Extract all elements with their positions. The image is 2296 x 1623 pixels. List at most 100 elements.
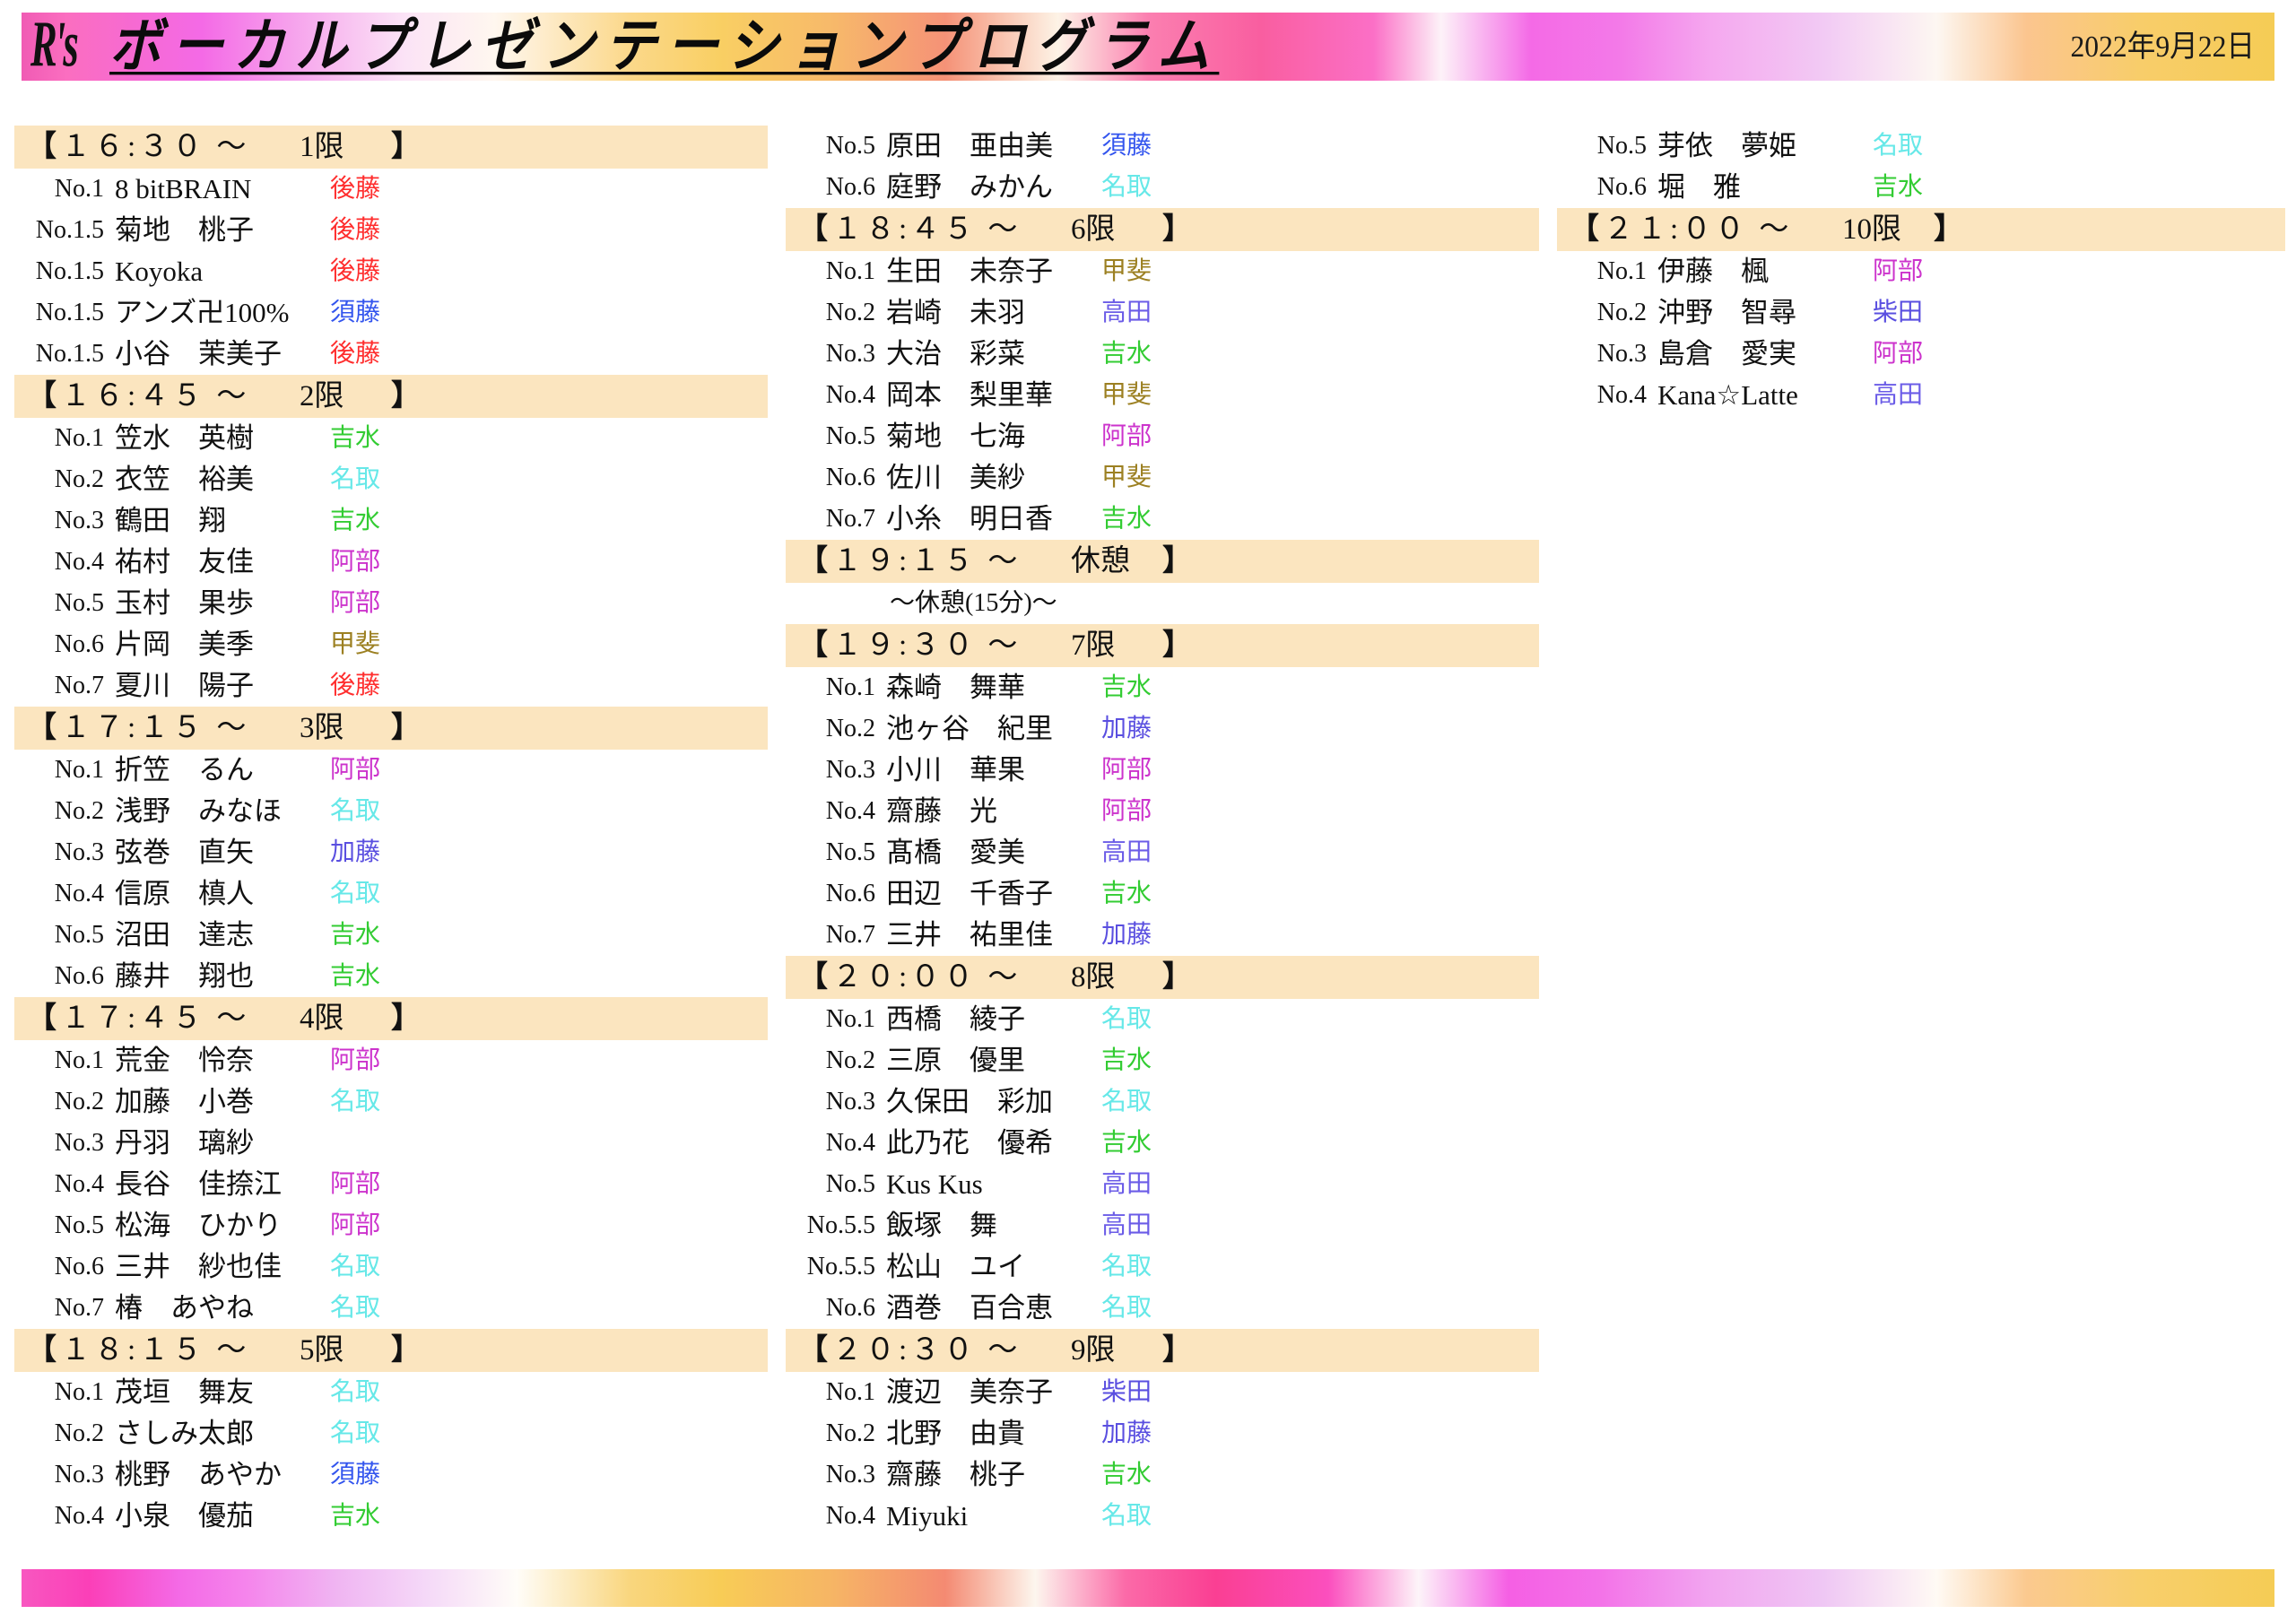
program-entry-row[interactable]: No.1.5 菊地 桃子 後藤 <box>14 210 768 251</box>
entry-number: No.7 <box>54 1294 104 1322</box>
program-entry-row[interactable]: No.4 此乃花 優希 吉水 <box>786 1123 1539 1164</box>
section-time: １８:１５ ～ <box>61 1334 250 1367</box>
entry-number: No.3 <box>54 507 104 534</box>
entry-number: No.4 <box>54 880 104 907</box>
program-entry-row[interactable]: No.2 浅野 みなほ 名取 <box>14 791 768 832</box>
program-entry-row[interactable]: No.1 伊藤 楓 阿部 <box>1557 251 2285 292</box>
section-period: 8限 <box>1071 961 1116 994</box>
section-header[interactable]: 【１８:１５ ～ 5限 】 <box>14 1329 768 1372</box>
instructor-name: 名取 <box>330 465 381 493</box>
program-entry-row[interactable]: No.5 松海 ひかり 阿部 <box>14 1205 768 1246</box>
program-entry-row[interactable]: No.5 菊地 七海 阿部 <box>786 416 1539 457</box>
program-entry-row[interactable]: No.4 Kana☆Latte 高田 <box>1557 375 2285 416</box>
program-entry-row[interactable]: No.1 笠水 英樹 吉水 <box>14 418 768 459</box>
performer-name: 久保田 彩加 <box>886 1086 1053 1117</box>
program-entry-row[interactable]: No.1 折笠 るん 阿部 <box>14 750 768 791</box>
program-entry-row[interactable]: No.1 荒金 怜奈 阿部 <box>14 1040 768 1081</box>
program-entry-row[interactable]: No.3 鶴田 翔 吉水 <box>14 500 768 542</box>
program-entry-row[interactable]: No.5 Kus Kus 高田 <box>786 1164 1539 1205</box>
program-entry-row[interactable]: No.6 三井 紗也佳 名取 <box>14 1246 768 1288</box>
entry-number: No.5 <box>825 1170 875 1198</box>
program-entry-row[interactable]: No.6 片岡 美季 甲斐 <box>14 624 768 665</box>
section-header[interactable]: 【２０:００ ～ 8限 】 <box>786 956 1539 999</box>
bracket-left: 【 <box>1570 213 1599 246</box>
instructor-name: 吉水 <box>1101 1461 1152 1488</box>
program-entry-row[interactable]: No.2 岩崎 未羽 高田 <box>786 292 1539 334</box>
program-entry-row[interactable]: No.3 弦巻 直矢 加藤 <box>14 832 768 873</box>
instructor-name: 甲斐 <box>1101 464 1152 491</box>
program-entry-row[interactable]: No.7 椿 あやね 名取 <box>14 1288 768 1329</box>
program-entry-row[interactable]: No.3 丹羽 璃紗 <box>14 1123 768 1164</box>
performer-name: 長谷 佳捺江 <box>115 1168 282 1200</box>
section-header[interactable]: 【１７:１５ ～ 3限 】 <box>14 707 768 750</box>
entry-number: No.2 <box>54 1088 104 1115</box>
program-entry-row[interactable]: No.6 堀 雅 吉水 <box>1557 167 2285 208</box>
program-entry-row[interactable]: No.2 池ヶ谷 紀里 加藤 <box>786 708 1539 750</box>
performer-name: 生田 未奈子 <box>886 256 1053 287</box>
bracket-left: 【 <box>27 1002 57 1035</box>
program-entry-row[interactable]: No.7 三井 祐里佳 加藤 <box>786 915 1539 956</box>
instructor-name: 甲斐 <box>1101 257 1152 285</box>
program-entry-row[interactable]: No.1 渡辺 美奈子 柴田 <box>786 1372 1539 1413</box>
section-header[interactable]: 【１９:１５ ～ 休憩】 <box>786 540 1539 583</box>
program-entry-row[interactable]: No.1.5 Koyoka 後藤 <box>14 251 768 292</box>
instructor-name: 吉水 <box>1101 1046 1152 1074</box>
program-entry-row[interactable]: No.4 小泉 優茄 吉水 <box>14 1496 768 1537</box>
program-entry-row[interactable]: No.4 齋藤 光 阿部 <box>786 791 1539 832</box>
program-entry-row[interactable]: No.3 齋藤 桃子 吉水 <box>786 1454 1539 1496</box>
performer-name: 岩崎 未羽 <box>886 297 1025 328</box>
section-header[interactable]: 【２０:３０ ～ 9限 】 <box>786 1329 1539 1372</box>
program-entry-row[interactable]: No.3 小川 華果 阿部 <box>786 750 1539 791</box>
program-entry-row[interactable]: No.6 藤井 翔也 吉水 <box>14 956 768 997</box>
section-header[interactable]: 【１７:４５ ～ 4限 】 <box>14 997 768 1040</box>
program-entry-row[interactable]: No.5 玉村 果歩 阿部 <box>14 583 768 624</box>
performer-name: 庭野 みかん <box>886 171 1053 203</box>
program-entry-row[interactable]: No.1 生田 未奈子 甲斐 <box>786 251 1539 292</box>
program-entry-row[interactable]: No.1.5 アンズ卍100% 須藤 <box>14 292 768 334</box>
program-entry-row[interactable]: No.2 沖野 智尋 柴田 <box>1557 292 2285 334</box>
program-entry-row[interactable]: No.2 北野 由貴 加藤 <box>786 1413 1539 1454</box>
program-entry-row[interactable]: No.6 庭野 みかん 名取 <box>786 167 1539 208</box>
program-entry-row[interactable]: No.3 大治 彩菜 吉水 <box>786 334 1539 375</box>
program-entry-row[interactable]: No.2 加藤 小巻 名取 <box>14 1081 768 1123</box>
bracket-left: 【 <box>798 213 828 246</box>
program-entry-row[interactable]: No.2 衣笠 裕美 名取 <box>14 459 768 500</box>
program-entry-row[interactable]: No.6 酒巻 百合恵 名取 <box>786 1288 1539 1329</box>
section-period: 5限 <box>300 1334 344 1367</box>
program-entry-row[interactable]: No.2 さしみ太郎 名取 <box>14 1413 768 1454</box>
program-entry-row[interactable]: No.6 佐川 美紗 甲斐 <box>786 457 1539 499</box>
program-entry-row[interactable]: No.1 茂垣 舞友 名取 <box>14 1372 768 1413</box>
program-entry-row[interactable]: No.5.5 松山 ユイ 名取 <box>786 1246 1539 1288</box>
program-entry-row[interactable]: No.3 久保田 彩加 名取 <box>786 1081 1539 1123</box>
program-entry-row[interactable]: No.5 原田 亜由美 須藤 <box>786 126 1539 167</box>
section-header[interactable]: 【１６:３０ ～ 1限 】 <box>14 126 768 169</box>
section-header[interactable]: 【１８:４５ ～ 6限 】 <box>786 208 1539 251</box>
program-entry-row[interactable]: No.3 桃野 あやか 須藤 <box>14 1454 768 1496</box>
section-header[interactable]: 【１６:４５ ～ 2限 】 <box>14 375 768 418</box>
instructor-name: 高田 <box>1101 1170 1152 1198</box>
program-entry-row[interactable]: No.1 森崎 舞華 吉水 <box>786 667 1539 708</box>
performer-name: 茂垣 舞友 <box>115 1376 254 1408</box>
program-entry-row[interactable]: No.3 島倉 愛実 阿部 <box>1557 334 2285 375</box>
program-entry-row[interactable]: No.4 岡本 梨里華 甲斐 <box>786 375 1539 416</box>
entry-number: No.1.5 <box>35 340 104 368</box>
program-entry-row[interactable]: No.2 三原 優里 吉水 <box>786 1040 1539 1081</box>
program-entry-row[interactable]: No.5 髙橋 愛美 高田 <box>786 832 1539 873</box>
program-entry-row[interactable]: No.6 田辺 千香子 吉水 <box>786 873 1539 915</box>
program-entry-row[interactable]: No.7 小糸 明日香 吉水 <box>786 499 1539 540</box>
program-entry-row[interactable]: No.4 Miyuki 名取 <box>786 1496 1539 1537</box>
program-entry-row[interactable]: No.1.5 小谷 茉美子 後藤 <box>14 334 768 375</box>
program-entry-row[interactable]: No.4 信原 槙人 名取 <box>14 873 768 915</box>
program-entry-row[interactable]: No.7 夏川 陽子 後藤 <box>14 665 768 707</box>
program-entry-row[interactable]: No.5 芽依 夢姫 名取 <box>1557 126 2285 167</box>
program-entry-row[interactable]: No.1 8 bitBRAIN 後藤 <box>14 169 768 210</box>
program-entry-row[interactable]: No.1 西橋 綾子 名取 <box>786 999 1539 1040</box>
entry-number: No.1 <box>54 756 104 784</box>
program-entry-row[interactable]: No.5.5 飯塚 舞 高田 <box>786 1205 1539 1246</box>
program-entry-row[interactable]: No.4 祐村 友佳 阿部 <box>14 542 768 583</box>
program-entry-row[interactable]: No.4 長谷 佳捺江 阿部 <box>14 1164 768 1205</box>
instructor-name: 阿部 <box>330 548 381 576</box>
section-header[interactable]: 【２１:００ ～ 10限】 <box>1557 208 2285 251</box>
section-header[interactable]: 【１９:３０ ～ 7限 】 <box>786 624 1539 667</box>
program-entry-row[interactable]: No.5 沼田 達志 吉水 <box>14 915 768 956</box>
